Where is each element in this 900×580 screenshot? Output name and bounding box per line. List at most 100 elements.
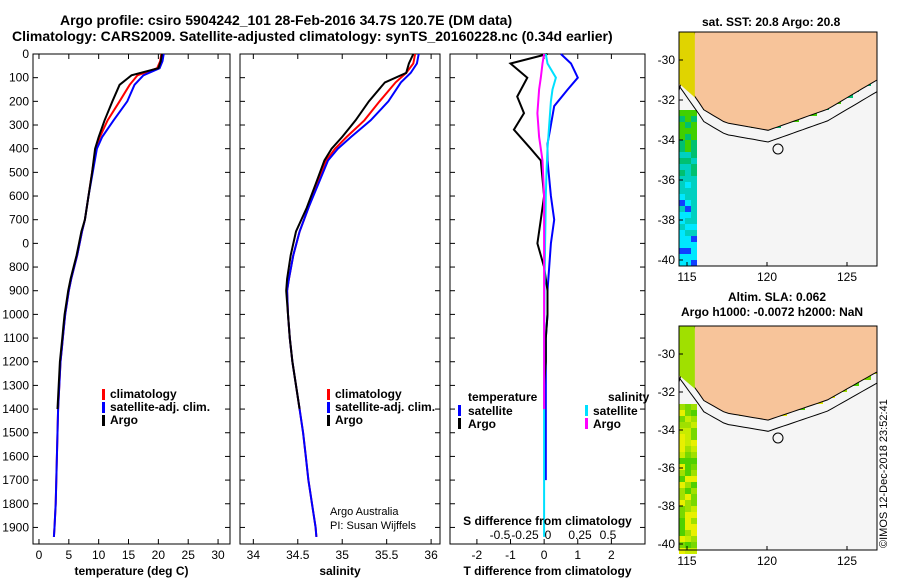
x-tick-label: 36 [424,548,438,562]
lat-label: -32 [658,93,676,107]
depth-label: 0 [22,47,29,61]
map-cell [685,500,691,506]
map-cell [679,212,685,218]
map-cell [685,182,691,188]
map-cell [691,218,697,224]
depth-label: 1600 [2,449,29,463]
map-cell [691,206,697,212]
map-cell [691,188,697,194]
x-tick-label: 30 [211,548,225,562]
temperature-frame [32,53,231,545]
map-cell [685,506,691,512]
map-cell [691,488,697,494]
map-cell [691,422,697,428]
depth-label: 1000 [2,307,29,321]
depth-label: 1400 [2,402,29,416]
map-cell [679,206,685,212]
map-cell [679,146,685,152]
map-cell [691,236,697,242]
series-line [508,53,549,410]
series-line [286,53,420,537]
map-cell [685,464,691,470]
legend-label: satellite [593,404,638,418]
map-cell [679,122,685,128]
map-cell [679,230,685,236]
map-cell [691,260,697,266]
map-cell [679,422,685,428]
map-cell [685,164,691,170]
map-cell [679,518,685,524]
map-cell [685,230,691,236]
legend-swatch [327,415,330,426]
lon-label: 120 [757,270,777,284]
depth-contour [678,85,878,143]
credit-line: Argo Australia [330,506,399,518]
map-cell [679,200,685,206]
map-cell [691,230,697,236]
map-cell [685,140,691,146]
series-line [544,53,579,481]
depth-contour [678,377,878,432]
map-cell [691,176,697,182]
map-cell [679,488,685,494]
x-tick-label: 25 [182,548,196,562]
depth-label: 800 [9,260,29,274]
map-cell [685,518,691,524]
depth-label: 100 [9,71,29,85]
map-cell [679,452,685,458]
difference-panel: -2 -1 0 1 2 T difference from climatology temp… [449,53,650,578]
map-cell [691,170,697,176]
map-cell [679,158,685,164]
x-tick-label: 15 [122,548,136,562]
map-cell [685,218,691,224]
map-cell [685,542,691,548]
map-cell [685,254,691,260]
depth-label: 1700 [2,473,29,487]
depth-label: 0 [22,236,29,250]
map-cell [685,476,691,482]
map-cell [685,260,691,266]
legend-swatch [327,402,330,413]
sla-map-subtitle: Argo h1000: -0.0072 h2000: NaN [681,305,864,319]
map-cell [691,434,697,440]
map-cell [679,548,685,554]
difference-xlabel: T difference from climatology [463,564,631,578]
map-cell [691,518,697,524]
map-cell [691,122,697,128]
map-cell [679,470,685,476]
depth-label: 600 [9,189,29,203]
sst-map-title: sat. SST: 20.8 Argo: 20.8 [702,15,841,29]
map-cell [685,536,691,542]
x-tick-label: 5 [65,548,72,562]
map-cell [691,482,697,488]
map-cell [691,464,697,470]
map-cell [685,242,691,248]
map-cell [685,404,691,410]
depth-label: 400 [9,142,29,156]
map-cell [691,524,697,530]
map-cell [691,164,697,170]
sal-diff-tick: -0.5 [490,528,511,542]
series-line [536,53,546,410]
map-cell [691,458,697,464]
map-cell [691,542,697,548]
series-line [285,53,415,410]
map-cell [679,512,685,518]
map-cell [679,482,685,488]
map-cell [691,404,697,410]
x-tick-label: 1 [574,548,581,562]
map-cell [685,512,691,518]
temperature-xlabel: temperature (deg C) [74,564,188,578]
depth-label: 900 [9,284,29,298]
map-cell [679,242,685,248]
map-cell [691,506,697,512]
legend-swatch [458,418,461,429]
legend-swatch [585,405,588,416]
map-cell [685,446,691,452]
map-cell [691,182,697,188]
salinity-panel: 34 34.5 35 35.5 36 salinity climatologysatelli… [239,53,441,578]
legend-label: Argo [110,413,138,427]
figure-title: Argo profile: csiro 5904242_101 28-Feb-2… [60,12,513,28]
map-cell [679,500,685,506]
